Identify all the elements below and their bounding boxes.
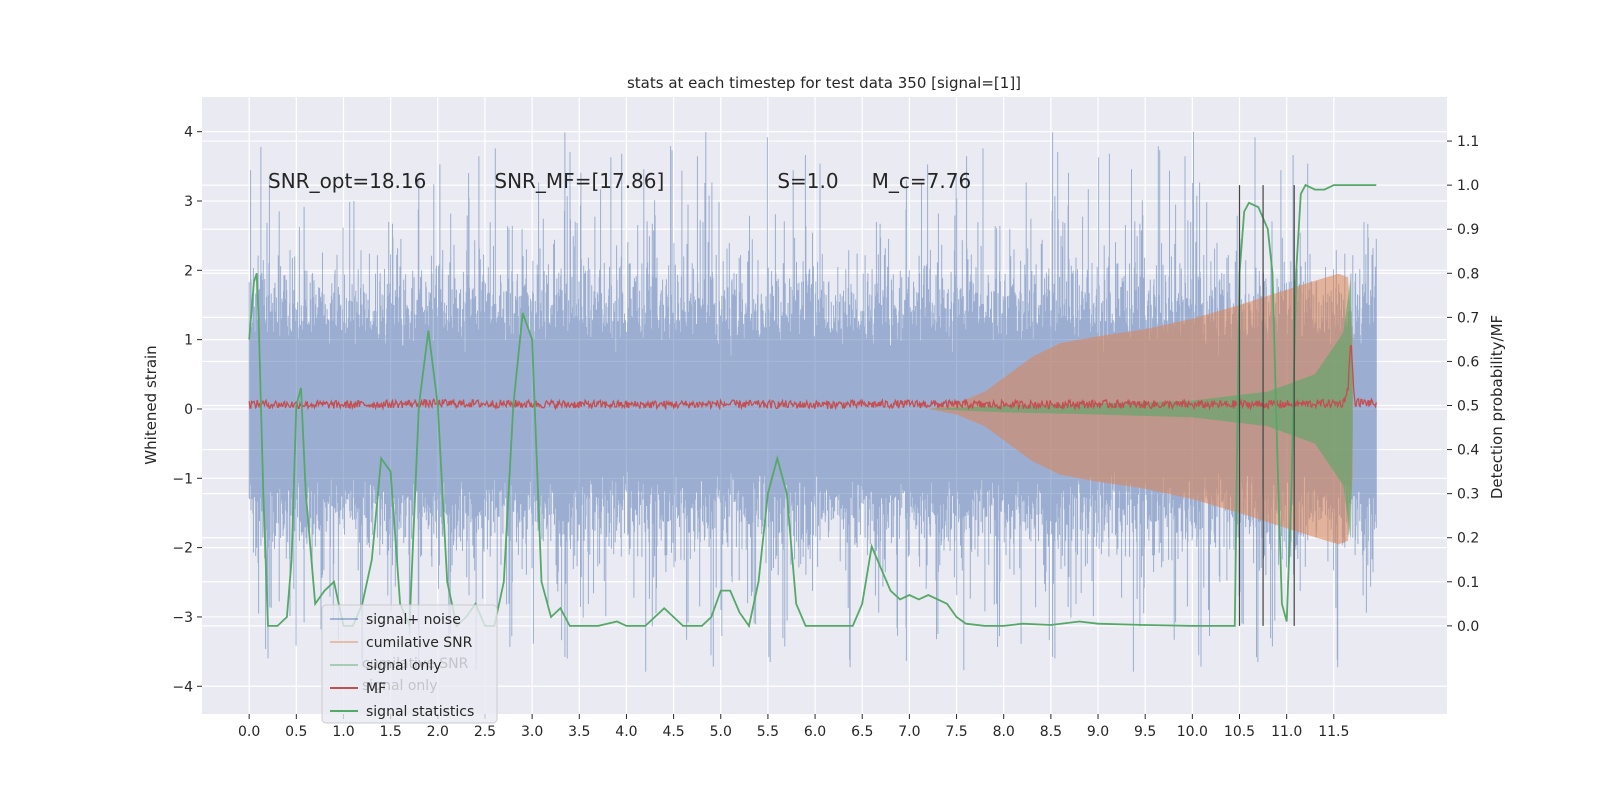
- y-axis-right-label: Detection probability/MF: [1488, 315, 1506, 499]
- axes: 0.0 0.5 1.0 1.5 2.0 2.5 3.0 3.5 4.0 4.5 5.0 5.5 6.0 6…: [172, 125, 1479, 740]
- y-right-tick-label: 0.3: [1457, 487, 1479, 503]
- y-right-tick-label: 0.5: [1457, 399, 1479, 415]
- x-tick-label: 8.0: [993, 724, 1015, 740]
- y-axis-label: Whitened strain: [142, 345, 160, 464]
- x-tick-label: 1.0: [332, 724, 354, 740]
- x-tick-label: 2.0: [427, 724, 449, 740]
- x-tick-label: 7.5: [945, 724, 967, 740]
- y-right-tick-label: 0.0: [1457, 619, 1479, 635]
- y-tick-label: 2: [184, 263, 193, 279]
- y-tick-label: 1: [184, 333, 193, 349]
- legend-label: cumilative SNR: [366, 635, 473, 651]
- plot-layers: [248, 132, 1377, 672]
- x-tick-label: 2.5: [474, 724, 496, 740]
- x-tick-label: 6.0: [804, 724, 826, 740]
- annotation-text: M_c=7.76: [872, 169, 972, 193]
- y-tick-label: −4: [172, 679, 193, 695]
- legend-ghost-label: cumilative SNR: [362, 656, 469, 672]
- annotation-text: SNR_MF=[17.86]: [494, 169, 664, 193]
- x-tick-label: 5.0: [710, 724, 732, 740]
- x-tick-label: 3.5: [568, 724, 590, 740]
- legend-ghost-label: signal only: [362, 678, 437, 694]
- series-signal-statistics: [248, 183, 1377, 629]
- x-tick-label: 10.5: [1224, 724, 1255, 740]
- x-tick-label: 9.0: [1087, 724, 1109, 740]
- x-tick-label: 6.5: [851, 724, 873, 740]
- x-tick-label: 4.5: [662, 724, 684, 740]
- x-tick-label: 0.0: [238, 724, 260, 740]
- y-tick-label: 0: [184, 402, 193, 418]
- chart-title: stats at each timestep for test data 350…: [627, 74, 1021, 92]
- legend-label: MF: [366, 681, 386, 697]
- y-right-tick-label: 0.2: [1457, 531, 1479, 547]
- y-tick-label: −1: [172, 471, 193, 487]
- series-signal-only: [928, 277, 1353, 541]
- x-tick-label: 11.5: [1318, 724, 1349, 740]
- y-right-tick-label: 1.0: [1457, 178, 1479, 194]
- annotations: SNR_opt=18.16 SNR_MF=[17.86] S=1.0 M_c=7.76: [268, 169, 971, 193]
- legend-label: signal+ noise: [366, 612, 461, 628]
- x-tick-label: 0.5: [285, 724, 307, 740]
- y-tick-label: −3: [172, 610, 193, 626]
- x-tick-label: 4.0: [615, 724, 637, 740]
- y-right-tick-label: 1.1: [1457, 134, 1479, 150]
- y-right-tick-label: 0.8: [1457, 266, 1479, 282]
- annotation-text: SNR_opt=18.16: [268, 169, 426, 193]
- y-right-tick-label: 0.4: [1457, 443, 1479, 459]
- legend-box: [321, 604, 498, 724]
- x-tick-label: 3.0: [521, 724, 543, 740]
- annotation-text: S=1.0: [777, 169, 838, 193]
- y-right-tick-label: 0.7: [1457, 310, 1479, 326]
- y-right-tick-label: 0.6: [1457, 354, 1479, 370]
- x-tick-label: 5.5: [757, 724, 779, 740]
- x-tick-label: 8.5: [1040, 724, 1062, 740]
- y-tick-label: 3: [184, 194, 193, 210]
- legend-label: signal only: [366, 658, 441, 674]
- y-tick-label: −2: [172, 541, 193, 557]
- y-right-tick-label: 0.1: [1457, 575, 1479, 591]
- x-tick-label: 9.5: [1134, 724, 1156, 740]
- y-right-tick-label: 0.9: [1457, 222, 1479, 238]
- legend-label: signal statistics: [366, 704, 474, 720]
- x-tick-label: 1.5: [380, 724, 402, 740]
- x-tick-label: 10.0: [1177, 724, 1208, 740]
- x-tick-label: 11.0: [1271, 724, 1302, 740]
- y-tick-label: 4: [184, 125, 193, 141]
- x-tick-label: 7.0: [898, 724, 920, 740]
